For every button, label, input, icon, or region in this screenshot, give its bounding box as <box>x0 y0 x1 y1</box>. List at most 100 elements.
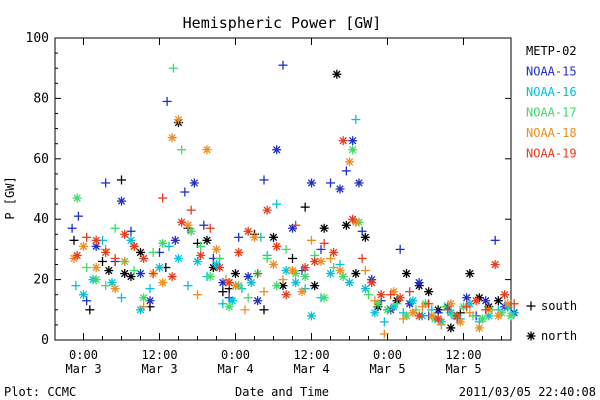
data-point-noaa-15 <box>341 166 351 176</box>
data-point-noaa-16 <box>291 278 301 288</box>
data-point-noaa-19 <box>329 247 339 257</box>
data-point-metp-02 <box>202 235 212 245</box>
data-point-noaa-15 <box>354 178 364 188</box>
data-point-noaa-15 <box>316 244 326 254</box>
data-point-noaa-15 <box>326 178 335 188</box>
data-point-noaa-16 <box>183 281 193 291</box>
data-point-noaa-15 <box>348 136 358 146</box>
data-point-noaa-19 <box>414 311 424 321</box>
data-point-noaa-17 <box>129 266 139 276</box>
data-point-noaa-18 <box>139 302 149 312</box>
data-point-noaa-16 <box>351 115 361 125</box>
legend-entry: NOAA-16 <box>526 85 577 99</box>
data-point-noaa-18 <box>297 287 307 297</box>
data-point-noaa-19 <box>196 250 206 260</box>
data-point-noaa-17 <box>139 293 149 303</box>
y-tick-label: 60 <box>33 152 49 167</box>
data-point-noaa-19 <box>72 250 82 260</box>
data-point-metp-02 <box>402 269 411 279</box>
data-point-noaa-17 <box>82 263 92 273</box>
data-point-metp-02 <box>300 202 310 212</box>
data-point-noaa-16 <box>174 253 183 263</box>
data-point-noaa-16 <box>155 263 164 273</box>
data-point-metp-02 <box>117 175 126 185</box>
legend: METP-02 NOAA-15 NOAA-16 NOAA-17 NOAA-18 NOAA-… <box>526 44 577 343</box>
data-point-noaa-18 <box>316 256 326 266</box>
data-point-noaa-19 <box>405 287 415 297</box>
data-points <box>67 60 519 339</box>
data-point-noaa-18 <box>398 314 408 324</box>
data-point-noaa-16 <box>326 269 335 279</box>
data-point-noaa-18 <box>120 256 130 266</box>
data-point-noaa-19 <box>348 214 358 224</box>
data-point-noaa-19 <box>215 263 225 273</box>
data-point-noaa-17 <box>101 281 111 291</box>
data-point-noaa-16 <box>145 284 155 294</box>
data-point-noaa-16 <box>79 290 88 300</box>
legend-marker-north <box>526 331 536 341</box>
data-point-noaa-19 <box>91 235 101 245</box>
data-point-metp-02 <box>69 235 79 245</box>
data-point-metp-02 <box>341 220 351 230</box>
data-point-noaa-18 <box>259 287 269 297</box>
legend-entry: NOAA-18 <box>526 126 577 140</box>
data-point-noaa-15 <box>490 235 500 245</box>
data-point-noaa-15 <box>199 220 209 230</box>
data-point-noaa-18 <box>167 133 177 143</box>
y-tick-label: 40 <box>33 212 49 227</box>
data-point-noaa-19 <box>424 299 434 309</box>
legend-entry: METP-02 <box>526 44 577 58</box>
legend-entry: NOAA-15 <box>526 65 577 79</box>
legend-marker-label: north <box>541 329 577 343</box>
data-point-noaa-18 <box>370 296 380 306</box>
data-point-noaa-18 <box>345 157 354 167</box>
data-point-noaa-15 <box>101 178 111 188</box>
data-point-noaa-15 <box>357 226 367 236</box>
data-point-metp-02 <box>218 287 228 297</box>
data-point-noaa-18 <box>465 308 475 318</box>
data-point-noaa-17 <box>383 305 392 315</box>
data-point-noaa-19 <box>471 296 481 306</box>
x-tick-time-label: 12:00 <box>445 348 481 362</box>
data-point-noaa-15 <box>395 244 405 254</box>
data-point-noaa-19 <box>281 290 291 300</box>
data-point-metp-02 <box>136 247 145 257</box>
data-point-noaa-15 <box>481 296 491 306</box>
data-point-noaa-15 <box>243 272 253 282</box>
data-point-noaa-19 <box>300 263 310 273</box>
data-point-noaa-18 <box>250 232 259 242</box>
data-point-noaa-15 <box>278 60 288 70</box>
y-tick-label: 100 <box>26 31 49 46</box>
data-point-noaa-18 <box>79 241 88 251</box>
data-point-noaa-18 <box>91 263 101 273</box>
data-point-noaa-19 <box>433 314 443 324</box>
data-point-noaa-19 <box>158 193 168 203</box>
data-point-noaa-16 <box>272 199 282 209</box>
data-point-noaa-18 <box>335 266 345 276</box>
data-point-noaa-18 <box>446 299 456 309</box>
x-tick-date-label: Mar 3 <box>65 362 101 376</box>
data-point-noaa-17 <box>168 63 178 73</box>
data-point-metp-02 <box>126 272 136 282</box>
footer-right: 2011/03/05 22:40:08 <box>459 385 596 399</box>
data-point-noaa-18 <box>379 329 389 339</box>
data-point-noaa-18 <box>269 260 278 269</box>
data-point-noaa-17 <box>110 223 120 233</box>
data-point-noaa-19 <box>139 253 149 263</box>
data-point-noaa-15 <box>335 184 345 194</box>
data-point-noaa-17 <box>319 293 329 303</box>
data-point-noaa-19 <box>376 290 386 300</box>
data-point-noaa-19 <box>224 278 234 288</box>
x-tick-time-label: 12:00 <box>293 348 329 362</box>
data-point-noaa-19 <box>82 232 92 242</box>
data-point-metp-02 <box>269 232 278 242</box>
data-point-noaa-15 <box>234 232 244 242</box>
data-point-noaa-17 <box>224 302 234 312</box>
data-point-metp-02 <box>310 281 320 291</box>
x-tick-date-label: Mar 5 <box>369 362 405 376</box>
data-point-noaa-17 <box>196 241 206 251</box>
data-point-noaa-19 <box>167 272 177 282</box>
data-point-noaa-19 <box>262 205 272 215</box>
data-point-noaa-18 <box>288 266 297 276</box>
